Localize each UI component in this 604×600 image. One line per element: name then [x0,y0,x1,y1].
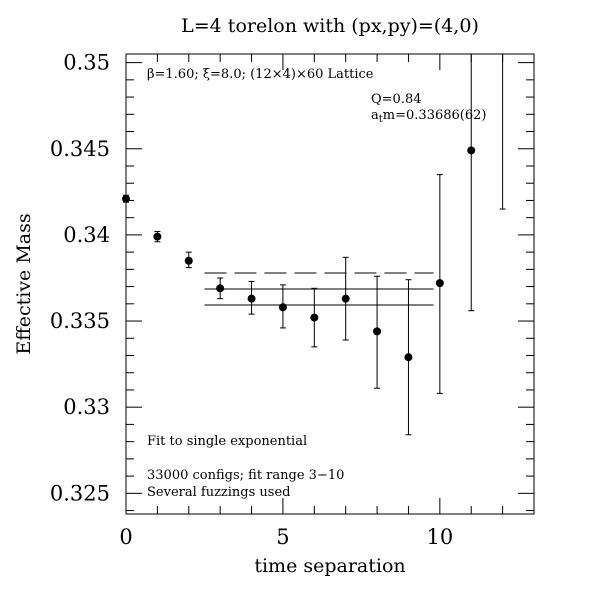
data-point [435,174,444,394]
fit-mass-annotation: atm=0.33686(62) [371,108,486,125]
x-axis-label: time separation [254,555,405,577]
y-axis-tick-labels: 0.325 0.33 0.335 0.34 0.345 0.35 [50,51,110,506]
fit-type-annotation: Fit to single exponential [147,434,307,449]
data-point [467,54,476,312]
data-point [499,54,506,210]
data-point [247,280,256,315]
data-marker [216,284,225,293]
y-tick-label: 0.35 [63,51,110,75]
data-marker [278,303,287,312]
q-value-annotation: Q=0.84 [371,92,422,107]
x-axis-tick-labels: 0 5 10 [119,525,453,549]
lattice-annotation: β=1.60; ξ=8.0; (12×4)×60 Lattice [147,67,374,82]
y-axis-ticks [126,62,534,512]
fit-mass-value: m=0.33686(62) [383,108,487,123]
data-point [153,230,162,243]
y-tick-label: 0.335 [50,309,110,333]
fit-mass-subscript: t [379,114,383,125]
data-point [404,279,413,436]
fuzzings-annotation: Several fuzzings used [147,485,291,500]
data-marker [435,279,444,288]
data-point [216,277,225,300]
data-marker [310,313,319,322]
configs-annotation: 33000 configs; fit range 3−10 [147,468,344,483]
data-point [184,251,193,269]
x-tick-label: 5 [276,525,289,549]
data-marker [467,146,476,155]
x-tick-label: 0 [119,525,132,549]
data-point [122,194,130,203]
data-point [373,275,382,389]
y-tick-label: 0.325 [50,481,110,505]
x-tick-label: 10 [426,525,453,549]
data-marker [341,294,350,303]
fit-band [204,272,434,306]
fit-mass-prefix: a [371,108,379,123]
data-series [122,54,506,436]
data-marker [404,353,413,362]
y-axis-label: Effective Mass [13,213,35,354]
data-marker [153,232,162,241]
y-tick-label: 0.33 [63,395,110,419]
data-marker [122,194,130,203]
y-tick-label: 0.34 [63,223,110,247]
data-point [341,256,350,341]
plot-frame [125,53,535,515]
y-tick-label: 0.345 [50,137,110,161]
data-marker [247,294,256,303]
data-point [278,284,287,329]
data-point [310,287,319,348]
data-marker [184,256,193,265]
chart-title: L=4 torelon with (px,py)=(4,0) [181,15,479,37]
x-axis-ticks [125,54,535,514]
data-marker [373,327,382,336]
